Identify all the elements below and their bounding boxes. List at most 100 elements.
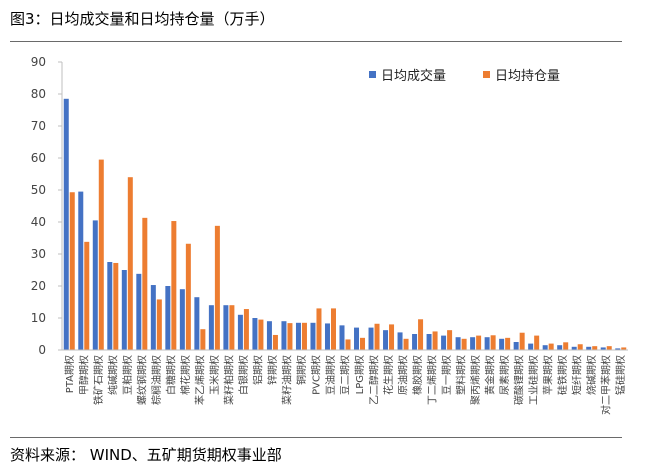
y-tick-label: 70 [31, 119, 46, 133]
x-tick-label: 橡胶期权 [411, 355, 424, 395]
x-tick-label: 锰硅期权 [614, 355, 627, 395]
bar-volume [252, 318, 258, 350]
bar-open-interest [592, 346, 598, 350]
source-note: 资料来源： WIND、五矿期货期权事业部 [10, 446, 282, 464]
y-tick-label: 80 [31, 87, 46, 101]
bar-volume [223, 305, 229, 350]
bar-open-interest [200, 329, 206, 350]
x-tick-label: 聚丙烯期权 [469, 355, 482, 405]
x-tick-label: 玉米期权 [208, 355, 221, 395]
bar-volume [368, 327, 374, 350]
x-axis: PTA期权 甲醇期权 铁矿石期权 纯碱期权 豆粕期权 螺纹钢期权 棕榈油期权 白糖期权 棉花期权… [62, 349, 628, 415]
bar-open-interest [563, 342, 569, 350]
x-tick-label: 豆二期权 [339, 355, 352, 395]
bar-open-interest [360, 337, 366, 350]
legend-label-open-interest: 日均持仓量 [495, 69, 560, 84]
chart-title: 图3：日均成交量和日均持仓量（万手） [10, 10, 275, 28]
x-tick-label: 纯碱期权 [106, 355, 119, 395]
bar-open-interest [345, 339, 351, 350]
bar-open-interest [548, 343, 554, 350]
bar-volume [92, 220, 98, 350]
bar-open-interest [389, 324, 395, 350]
bar-volume [615, 348, 621, 350]
x-tick-label: 螺纹钢期权 [135, 355, 148, 405]
bar-volume [455, 337, 461, 350]
bar-volume [412, 334, 418, 350]
x-tick-label: 苯乙烯期权 [193, 355, 206, 405]
bar-open-interest [171, 221, 177, 350]
bar-volume [179, 289, 185, 350]
bar-open-interest [505, 337, 511, 350]
x-tick-label: 丁二烯期权 [426, 355, 439, 405]
x-tick-label: 黄金期权 [484, 355, 497, 395]
bar-open-interest [214, 225, 220, 350]
bar-open-interest [432, 331, 438, 350]
x-tick-label: 苹果期权 [542, 355, 555, 395]
x-tick-label: 对二甲苯期权 [600, 355, 613, 415]
x-tick-label: 塑料期权 [455, 355, 468, 395]
bar-volume [586, 346, 592, 350]
bar-open-interest [84, 241, 90, 350]
y-tick-label: 30 [31, 247, 46, 261]
bar-volume [266, 321, 272, 350]
bar-open-interest [113, 262, 119, 350]
legend-label-volume: 日均成交量 [381, 68, 446, 84]
x-tick-label: 原油期权 [397, 355, 410, 395]
source-divider [10, 437, 622, 438]
x-tick-label: 花生期权 [382, 355, 395, 395]
bar-volume [281, 321, 287, 350]
bar-volume [470, 337, 476, 350]
bar-open-interest [461, 338, 467, 350]
bar-volume [397, 332, 403, 350]
bar-volume [339, 325, 345, 350]
bar-volume [383, 330, 389, 350]
y-tick-label: 0 [38, 343, 46, 357]
x-tick-label: 硅铁期权 [556, 355, 569, 395]
bar-open-interest [243, 309, 249, 350]
bar-open-interest [476, 335, 482, 350]
x-tick-label: 碳酸锂期权 [513, 355, 526, 405]
bar-volume [310, 322, 316, 350]
bar-volume [542, 345, 548, 350]
bar-open-interest [403, 338, 409, 350]
bar-open-interest [301, 322, 307, 350]
bar-volume [441, 335, 447, 350]
y-tick-label: 40 [31, 215, 46, 229]
x-tick-label: 豆粕期权 [121, 355, 134, 395]
bar-open-interest [316, 308, 322, 350]
bars [63, 98, 627, 350]
bar-volume [571, 346, 577, 350]
y-tick-label: 90 [31, 55, 46, 69]
bar-open-interest [418, 319, 424, 350]
bar-volume [426, 334, 432, 350]
bar-volume [208, 305, 214, 350]
x-tick-label: 棉花期权 [179, 355, 192, 395]
x-tick-label: 豆一期权 [440, 355, 453, 395]
x-tick-label: 棕榈油期权 [150, 355, 163, 405]
x-tick-label: LPG期权 [353, 355, 366, 394]
bar-open-interest [490, 335, 496, 350]
bar-volume [354, 327, 360, 350]
x-tick-label: 白银期权 [237, 355, 250, 395]
bar-open-interest [606, 346, 612, 350]
y-tick-label: 10 [31, 311, 46, 325]
bar-open-interest [98, 159, 104, 350]
bar-volume [121, 270, 127, 350]
bar-open-interest [229, 305, 235, 350]
bar-open-interest [534, 335, 540, 350]
x-tick-label: 短纤期权 [571, 355, 584, 395]
y-tick-label: 50 [31, 183, 46, 197]
bar-volume [557, 345, 563, 350]
x-tick-label: 白糖期权 [164, 355, 177, 395]
bar-volume [513, 342, 519, 350]
x-tick-label: 铝期权 [251, 355, 264, 385]
bar-open-interest [185, 243, 191, 350]
x-tick-label: 尿素期权 [498, 355, 511, 395]
bar-open-interest [156, 299, 162, 350]
bar-volume [499, 338, 505, 350]
bar-open-interest [287, 323, 293, 350]
x-tick-label: PVC期权 [310, 355, 323, 395]
bar-open-interest [519, 332, 525, 350]
bar-volume [63, 98, 69, 350]
bar-volume [237, 314, 243, 350]
